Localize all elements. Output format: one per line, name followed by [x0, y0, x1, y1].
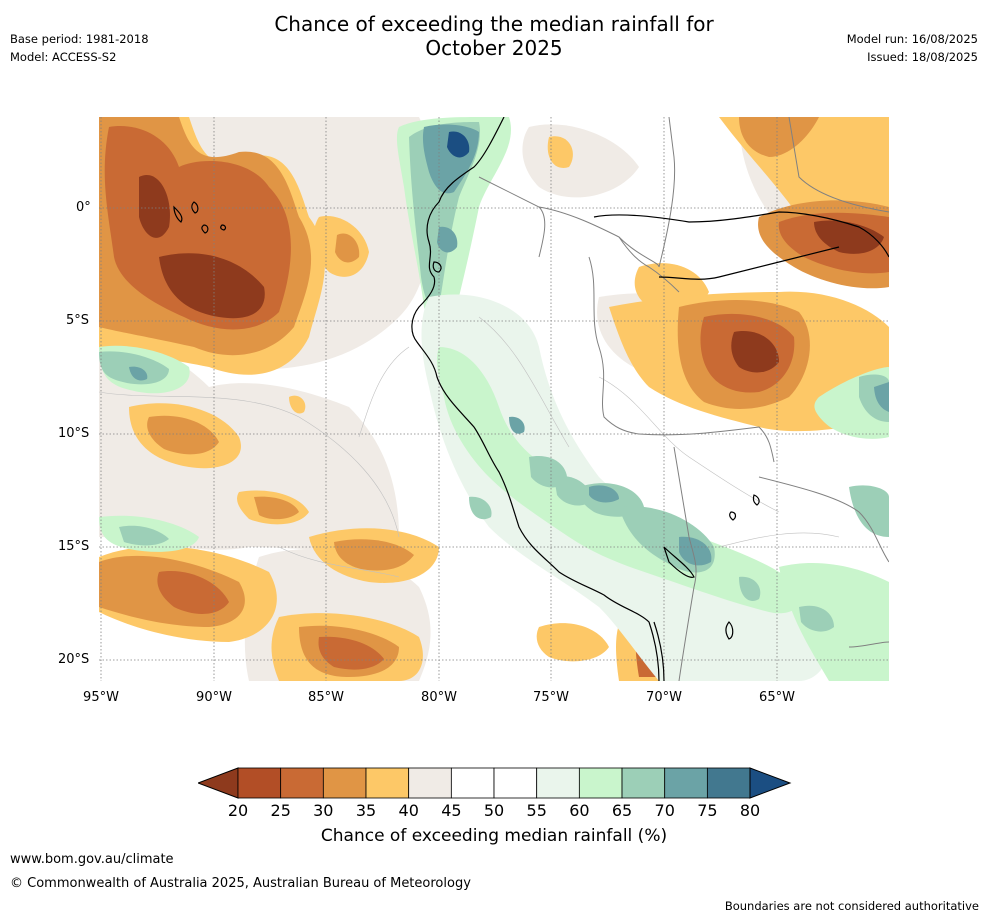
lon-label-85w: 85°W	[308, 690, 344, 705]
coastline	[173, 117, 889, 681]
colorbar	[198, 767, 792, 799]
lat-label-0: 0°	[76, 200, 91, 215]
model-name-text: Model: ACCESS-S2	[10, 50, 117, 64]
country-borders	[478, 117, 889, 681]
lon-label-90w: 90°W	[196, 690, 232, 705]
colorbar-tick-label: 20	[227, 801, 249, 820]
colorbar-label: Chance of exceeding median rainfall (%)	[320, 826, 668, 846]
lon-label-70w: 70°W	[646, 690, 682, 705]
colorbar-tick-label: 40	[398, 801, 419, 820]
above-median-areas	[99, 117, 889, 681]
colorbar-tick-label: 35	[355, 801, 377, 820]
rainfall-probability-map	[99, 117, 889, 681]
colorbar-cell	[322, 767, 367, 799]
colorbar-tick-label: 75	[697, 801, 718, 820]
colorbar-cell	[280, 767, 324, 799]
colorbar-tick-label: 70	[654, 801, 675, 820]
map-title-line2: October 2025	[425, 36, 563, 60]
run-info: Model run: 16/08/2025 Issued: 18/08/2025	[847, 30, 978, 66]
copyright-notice: © Commonwealth of Australia 2025, Austra…	[10, 876, 471, 891]
colorbar-cell	[237, 767, 282, 799]
colorbar-tick-label: 80	[739, 801, 761, 820]
website-link[interactable]: www.bom.gov.au/climate	[10, 852, 174, 867]
issued-date-text: Issued: 18/08/2025	[867, 50, 978, 64]
colorbar-tick-label: 50	[483, 801, 505, 820]
colorbar-cell	[493, 767, 538, 799]
lat-label-15s: 15°S	[58, 539, 90, 554]
colorbar-tick-label: 25	[270, 801, 291, 820]
colorbar-cell	[450, 767, 495, 799]
lon-label-75w: 75°W	[533, 690, 569, 705]
lat-label-5s: 5°S	[66, 313, 90, 328]
contour-lines	[99, 316, 840, 578]
colorbar-tick-label: 30	[313, 801, 334, 820]
colorbar-high-arrow	[749, 767, 792, 799]
map-canvas	[99, 117, 889, 681]
graticule-lines	[99, 117, 889, 681]
colorbar-tick-label: 55	[526, 801, 547, 820]
map-title-line1: Chance of exceeding the median rainfall …	[274, 12, 714, 36]
colorbar-cell	[536, 767, 580, 799]
colorbar-tick-label: 65	[611, 801, 633, 820]
colorbar-cell	[706, 767, 751, 799]
boundaries-disclaimer: Boundaries are not considered authoritat…	[724, 899, 979, 913]
map-title: Chance of exceeding the median rainfall …	[0, 12, 988, 60]
base-period-text: Base period: 1981-2018	[10, 32, 149, 46]
model-run-text: Model run: 16/08/2025	[846, 32, 978, 46]
colorbar-cell	[578, 767, 623, 799]
colorbar-cells	[237, 767, 751, 799]
colorbar-low-arrow	[198, 767, 239, 799]
colorbar-tick-label: 60	[569, 801, 590, 820]
colorbar-cell	[664, 767, 708, 799]
colorbar-cell	[408, 767, 452, 799]
lon-label-80w: 80°W	[421, 690, 457, 705]
lat-label-10s: 10°S	[58, 426, 90, 441]
lon-label-65w: 65°W	[759, 690, 795, 705]
colorbar-cell	[365, 767, 410, 799]
colorbar-cell	[621, 767, 666, 799]
model-info: Base period: 1981-2018 Model: ACCESS-S2	[10, 30, 149, 66]
colorbar-tick-label: 45	[441, 801, 462, 820]
lat-label-20s: 20°S	[58, 652, 90, 667]
below-median-areas	[99, 117, 889, 681]
lon-label-95w: 95°W	[83, 690, 119, 705]
